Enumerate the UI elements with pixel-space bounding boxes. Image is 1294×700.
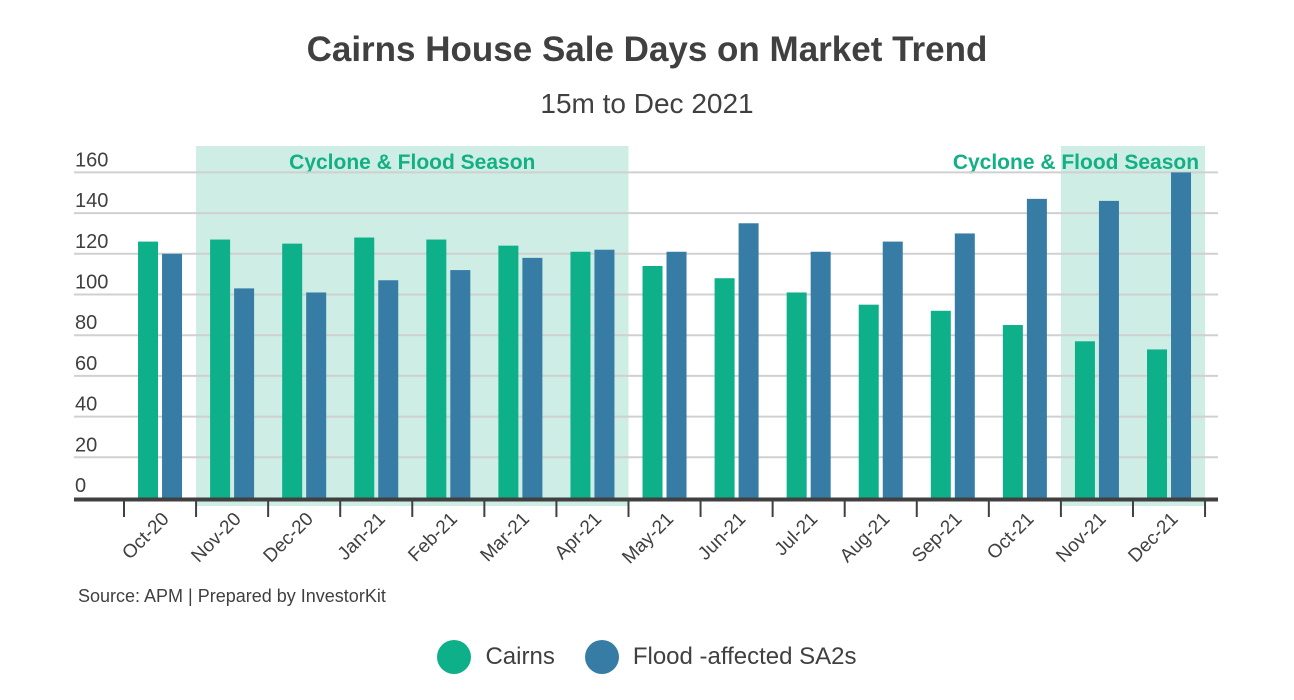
x-tick-label: Jan-21 xyxy=(334,509,390,565)
bar-cairns-Nov-21 xyxy=(1074,341,1095,498)
y-tick-label: 0 xyxy=(75,475,86,497)
y-tick-label: 140 xyxy=(75,190,108,212)
bar-cairns-Jan-21 xyxy=(354,237,375,498)
y-tick-label: 120 xyxy=(75,231,108,253)
bar-flood-Jan-21 xyxy=(378,280,399,498)
bar-flood-Oct-20 xyxy=(162,253,183,498)
bar-cairns-Nov-20 xyxy=(210,239,231,498)
bar-flood-Dec-20 xyxy=(306,292,327,498)
x-tick-label: Dec-20 xyxy=(260,509,318,567)
y-tick-label: 160 xyxy=(75,149,108,171)
source-note: Source: APM | Prepared by InvestorKit xyxy=(78,586,386,606)
x-tick-label: Feb-21 xyxy=(404,509,461,566)
season-label: Cyclone & Flood Season xyxy=(953,151,1199,174)
bar-flood-Aug-21 xyxy=(882,241,903,498)
y-tick-label: 60 xyxy=(75,353,97,375)
bar-flood-Oct-21 xyxy=(1026,198,1047,499)
x-tick-label: Sep-21 xyxy=(908,509,966,567)
bar-cairns-Dec-21 xyxy=(1147,349,1168,498)
bar-flood-Jul-21 xyxy=(810,251,831,498)
x-tick-label: Nov-20 xyxy=(187,509,245,567)
bar-flood-May-21 xyxy=(666,251,687,498)
bar-chart: Cyclone & Flood Season Cyclone & Flood Se… xyxy=(74,146,1218,569)
bar-cairns-Jun-21 xyxy=(714,278,735,498)
bar-flood-Apr-21 xyxy=(594,249,615,498)
x-tick-label: Oct-21 xyxy=(983,509,1038,564)
bar-cairns-Aug-21 xyxy=(858,304,879,498)
legend-item-flood: Flood -affected SA2s xyxy=(584,640,857,674)
x-tick-label: Jul-21 xyxy=(771,509,822,560)
x-tick-label: Dec-21 xyxy=(1124,509,1182,567)
x-tick-label: Jun-21 xyxy=(694,509,750,565)
legend-item-cairns: Cairns xyxy=(437,640,555,674)
y-tick-label: 20 xyxy=(75,434,97,456)
bar-flood-Feb-21 xyxy=(450,270,471,498)
chart-subtitle: 15m to Dec 2021 xyxy=(540,88,754,119)
legend: Cairns Flood -affected SA2s xyxy=(0,640,1294,674)
legend-swatch-cairns xyxy=(437,640,472,674)
bar-cairns-Apr-21 xyxy=(570,251,591,498)
bar-flood-Sep-21 xyxy=(954,233,975,498)
x-tick-label: Apr-21 xyxy=(551,509,606,564)
y-tick-label: 40 xyxy=(75,394,97,416)
bar-flood-Nov-20 xyxy=(234,288,255,498)
bar-flood-Dec-21 xyxy=(1171,172,1192,498)
bar-flood-Jun-21 xyxy=(738,223,759,498)
legend-label: Flood -affected SA2s xyxy=(632,643,857,670)
chart-title: Cairns House Sale Days on Market Trend xyxy=(306,30,988,69)
bar-cairns-Feb-21 xyxy=(426,239,447,498)
x-tick-label: Oct-20 xyxy=(118,509,173,564)
x-tick-label: May-21 xyxy=(618,509,678,569)
bar-cairns-Oct-21 xyxy=(1002,325,1023,498)
season-label: Cyclone & Flood Season xyxy=(289,151,535,174)
season-shading xyxy=(196,146,629,506)
legend-label: Cairns xyxy=(485,643,555,670)
y-tick-label: 80 xyxy=(75,312,97,334)
y-tick-label: 100 xyxy=(75,272,108,294)
bar-flood-Mar-21 xyxy=(522,257,543,498)
x-tick-label: Nov-21 xyxy=(1052,509,1110,567)
legend-swatch-flood xyxy=(584,640,619,674)
x-tick-label: Mar-21 xyxy=(477,509,534,566)
bar-flood-Nov-21 xyxy=(1098,200,1119,498)
bar-cairns-Oct-20 xyxy=(138,241,159,498)
bar-cairns-Mar-21 xyxy=(498,245,519,498)
bar-cairns-May-21 xyxy=(642,266,663,498)
x-tick-label: Aug-21 xyxy=(836,509,894,567)
bar-cairns-Sep-21 xyxy=(930,310,951,498)
bar-cairns-Jul-21 xyxy=(786,292,807,498)
bar-cairns-Dec-20 xyxy=(282,243,303,498)
